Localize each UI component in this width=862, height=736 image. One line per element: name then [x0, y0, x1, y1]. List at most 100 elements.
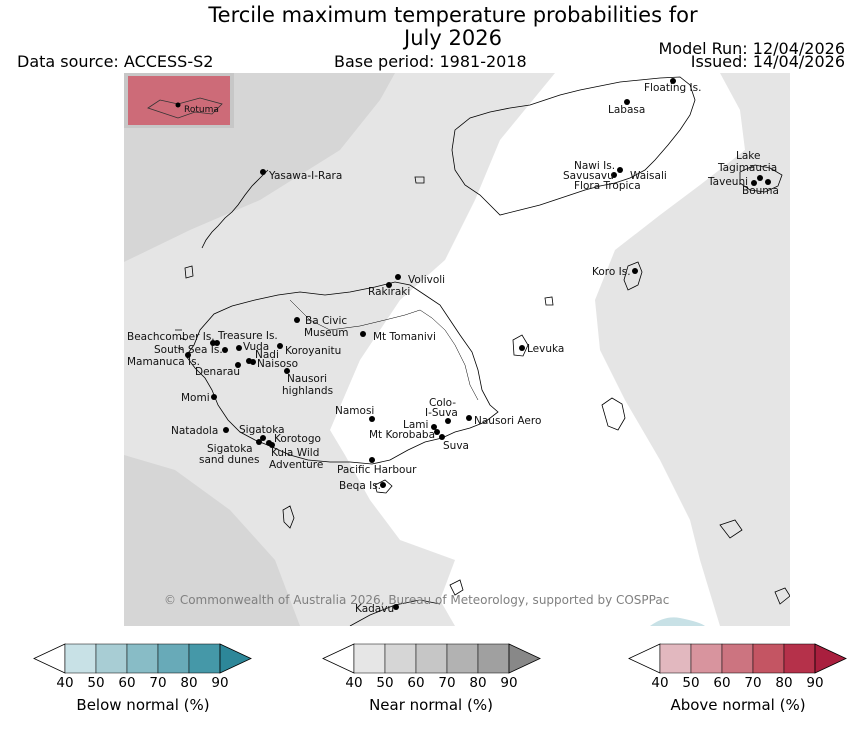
- label-sigatoka: Sigatoka: [239, 424, 285, 436]
- marker-kula: [269, 442, 275, 448]
- label-savusavu: Savusavu: [563, 170, 614, 182]
- near-normal-label: Near normal (%): [369, 696, 493, 714]
- small-island-5: [414, 176, 425, 184]
- below-normal-50-patch: [650, 617, 705, 626]
- label-vuda: Vuda: [243, 341, 269, 353]
- copyright-notice: © Commonwealth of Australia 2026, Bureau…: [164, 593, 669, 607]
- label-nausori-highlands-1: Nausori: [287, 373, 327, 385]
- below-colorbar-segment-3: [126, 643, 159, 674]
- marker-bouma: [765, 179, 771, 185]
- small-island-3: [282, 505, 295, 529]
- below-colorbar-tick: 90: [211, 675, 229, 691]
- data-source-label: Data source: ACCESS-S2: [17, 52, 214, 71]
- label-mamanuca: Mamanuca Is.: [127, 356, 200, 368]
- marker-volivoli: [395, 274, 401, 280]
- near-colorbar-segment-3: [415, 643, 448, 674]
- small-island-7: [774, 587, 790, 605]
- above-colorbar-segment-1: [659, 643, 692, 674]
- marker-beqa: [380, 482, 386, 488]
- mamanuca-islets: [175, 329, 187, 351]
- marker-rakiraki: [386, 282, 392, 288]
- marker-vuda: [236, 345, 242, 351]
- below-normal-label: Below normal (%): [76, 696, 210, 714]
- issued-label: Issued: 14/04/2026: [690, 52, 845, 71]
- place-labels: Floating Is. Labasa Yasawa-I-Rara Nawi I…: [127, 82, 779, 615]
- below-colorbar-tick: 50: [87, 675, 105, 691]
- marker-momi: [211, 394, 217, 400]
- marker-koro: [632, 268, 638, 274]
- label-floating-is: Floating Is.: [644, 82, 701, 94]
- label-pacific-harbour: Pacific Harbour: [337, 464, 417, 476]
- above-colorbar-segment-4: [752, 643, 785, 674]
- marker-mt-tomanivi: [360, 331, 366, 337]
- near-colorbar-over-arrow: [508, 643, 541, 674]
- rotuma-marker: [175, 102, 181, 108]
- map-title-line1: Tercile maximum temperature probabilitie…: [208, 3, 698, 27]
- small-island-8: [449, 579, 464, 596]
- below-colorbar-under-arrow: [33, 643, 66, 674]
- below-colorbar-segment-2: [95, 643, 128, 674]
- small-island-4: [184, 265, 194, 279]
- label-nausori-aero: Nausori Aero: [474, 415, 541, 427]
- marker-ba-civic: [294, 317, 300, 323]
- label-beachcomber: Beachcomber Is.: [127, 331, 215, 343]
- near-normal-50-shading-sw: [124, 455, 300, 626]
- label-flora-tropica: Flora Tropica: [574, 180, 641, 192]
- ovalau-island: [512, 334, 529, 357]
- below-colorbar-segment-4: [157, 643, 190, 674]
- viti-levu-divides: [289, 299, 479, 401]
- above-colorbar-tick: 50: [682, 675, 700, 691]
- below-colorbar-tick: 70: [149, 675, 167, 691]
- label-nawi: Nawi Is.: [574, 160, 615, 172]
- above-colorbar-segment-3: [721, 643, 754, 674]
- place-markers: [185, 78, 771, 610]
- below-colorbar-segment-5: [188, 643, 221, 674]
- marker-south-sea: [222, 347, 228, 353]
- label-beqa: Beqa Is.: [339, 480, 381, 492]
- label-kadavu: Kadavu: [355, 603, 394, 615]
- label-i-suva: I-Suva: [425, 407, 458, 419]
- coastlines: [175, 76, 790, 626]
- marker-labasa: [624, 99, 630, 105]
- above-normal-label: Above normal (%): [670, 696, 806, 714]
- marker-pacific-harbour: [369, 457, 375, 463]
- below-colorbar-over-arrow: [219, 643, 252, 674]
- above-colorbar-tick: 80: [775, 675, 793, 691]
- above-colorbar-tick: 40: [651, 675, 669, 691]
- marker-nawi: [617, 167, 623, 173]
- marker-natadola: [223, 427, 229, 433]
- label-suva: Suva: [443, 440, 469, 452]
- label-namosi: Namosi: [335, 405, 374, 417]
- marker-namosi: [369, 416, 375, 422]
- near-colorbar-tick: 80: [469, 675, 487, 691]
- label-levuka: Levuka: [527, 343, 564, 355]
- vanua-levu-coast: [451, 76, 696, 216]
- label-naisoso: Naisoso: [257, 358, 298, 370]
- marker-koroyanitu: [277, 343, 283, 349]
- near-colorbar-tick: 70: [438, 675, 456, 691]
- marker-levuka: [519, 345, 525, 351]
- above-colorbar-over-arrow: [814, 643, 847, 674]
- label-tagimaucia: Tagimaucia: [717, 162, 777, 174]
- label-nausori-highlands-2: highlands: [282, 385, 333, 397]
- small-island-1: [601, 397, 626, 431]
- marker-treasure: [214, 340, 220, 346]
- label-koroyanitu: Koroyanitu: [285, 345, 341, 357]
- model-run-label: Model Run: 12/04/2026: [658, 39, 846, 58]
- marker-kadavu: [393, 604, 399, 610]
- below-colorbar-tick: 80: [180, 675, 198, 691]
- above-colorbar-tick: 60: [713, 675, 731, 691]
- label-natadola: Natadola: [171, 425, 218, 437]
- near-colorbar-tick: 40: [345, 675, 363, 691]
- label-denarau: Denarau: [195, 366, 240, 378]
- label-nadi: Nadi: [255, 349, 279, 361]
- label-south-sea: South Sea Is.: [154, 344, 223, 356]
- label-mt-korobaba: Mt Korobaba: [369, 429, 435, 441]
- label-treasure: Treasure Is.: [217, 330, 278, 342]
- label-kula-1: Kula Wild: [271, 447, 319, 459]
- near-colorbar-under-arrow: [322, 643, 355, 674]
- rotuma-inset: Rotuma: [124, 73, 234, 128]
- map-title-line2: July 2026: [404, 26, 502, 50]
- viti-levu-coast: [185, 281, 499, 465]
- beqa-island: [374, 479, 393, 494]
